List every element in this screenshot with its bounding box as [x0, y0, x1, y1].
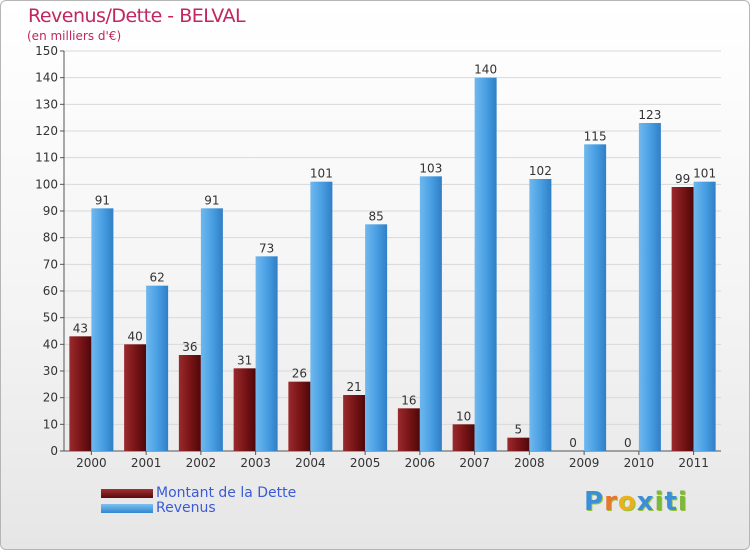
y-tick-label: 50: [43, 311, 58, 325]
data-label-debt: 43: [73, 321, 88, 335]
chart-title: Revenus/Dette - BELVAL: [28, 5, 246, 27]
data-label-revenue: 91: [204, 193, 219, 207]
bar-revenue: [529, 179, 552, 451]
y-tick-label: 0: [50, 444, 58, 458]
bar-debt: [343, 395, 366, 451]
data-label-debt: 21: [346, 380, 361, 394]
logo-letter: i: [654, 487, 665, 517]
data-label-revenue: 102: [529, 164, 552, 178]
legend-swatch-revenue: [101, 504, 153, 513]
y-tick-label: 70: [43, 257, 58, 271]
y-tick-label: 80: [43, 231, 58, 245]
bar-revenue: [310, 181, 333, 451]
legend-swatch-debt: [101, 489, 153, 498]
bar-revenue: [693, 181, 716, 451]
legend-label-debt: Montant de la Dette: [156, 485, 297, 501]
x-tick-label: 2006: [405, 456, 436, 470]
bar-revenue: [255, 256, 278, 451]
logo-letter: P: [584, 487, 605, 517]
data-label-revenue: 140: [474, 63, 497, 77]
y-tick-label: 30: [43, 364, 58, 378]
bar-debt: [288, 381, 311, 451]
y-tick-label: 110: [35, 151, 58, 165]
x-tick-label: 2007: [459, 456, 490, 470]
data-label-debt: 16: [401, 393, 416, 407]
x-tick-label: 2002: [186, 456, 217, 470]
y-tick-label: 40: [43, 337, 58, 351]
data-label-debt: 0: [569, 436, 577, 450]
bar-debt: [233, 368, 256, 451]
chart-subtitle: (en milliers d'€): [27, 29, 122, 43]
bar-revenue: [146, 285, 169, 451]
x-tick-label: 2005: [350, 456, 381, 470]
bar-debt: [124, 344, 147, 451]
x-tick-label: 2003: [240, 456, 271, 470]
data-label-debt: 99: [675, 172, 690, 186]
bar-revenue: [474, 77, 497, 452]
bar-debt: [507, 437, 530, 451]
bar-revenue: [91, 208, 114, 451]
x-tick-label: 2009: [569, 456, 600, 470]
x-tick-label: 2004: [295, 456, 326, 470]
y-tick-label: 10: [43, 417, 58, 431]
legend-label-revenue: Revenus: [156, 500, 216, 516]
data-label-debt: 40: [127, 329, 142, 343]
y-tick-label: 130: [35, 97, 58, 111]
y-tick-label: 150: [35, 44, 58, 58]
bar-debt: [178, 355, 201, 451]
y-tick-label: 90: [43, 204, 58, 218]
bar-debt: [452, 424, 475, 451]
bar-revenue: [365, 224, 388, 451]
logo-letter: x: [636, 487, 655, 517]
logo-letter: r: [604, 487, 618, 517]
x-tick-label: 2001: [131, 456, 162, 470]
data-label-debt: 0: [624, 436, 632, 450]
data-label-revenue: 123: [638, 108, 661, 122]
logo-letter: o: [617, 487, 637, 517]
data-label-revenue: 91: [95, 193, 110, 207]
bar-revenue: [419, 176, 442, 452]
y-tick-label: 140: [35, 71, 58, 85]
x-tick-label: 2000: [76, 456, 107, 470]
logo-letter: i: [677, 487, 688, 517]
data-label-revenue: 85: [368, 209, 383, 223]
bar-debt: [69, 336, 92, 451]
data-label-revenue: 101: [310, 167, 333, 181]
data-label-debt: 10: [456, 409, 471, 423]
logo-letter: t: [664, 487, 678, 517]
bar-revenue: [584, 144, 607, 452]
x-tick-label: 2011: [678, 456, 709, 470]
data-label-debt: 36: [182, 340, 197, 354]
bar-revenue: [638, 123, 661, 451]
y-tick-label: 120: [35, 124, 58, 138]
data-label-revenue: 115: [584, 129, 607, 143]
bar-revenue: [200, 208, 223, 451]
data-label-revenue: 73: [259, 241, 274, 255]
x-tick-label: 2008: [514, 456, 545, 470]
data-label-debt: 31: [237, 353, 252, 367]
x-tick-label: 2010: [624, 456, 655, 470]
data-label-revenue: 103: [419, 161, 442, 175]
proxiti-logo[interactable]: Proxiti: [584, 487, 688, 517]
data-label-debt: 5: [515, 423, 523, 437]
data-label-revenue: 101: [693, 167, 716, 181]
y-tick-label: 20: [43, 391, 58, 405]
bar-debt: [397, 408, 420, 451]
data-label-debt: 26: [292, 367, 307, 381]
bar-debt: [671, 187, 694, 451]
data-label-revenue: 62: [149, 271, 164, 285]
y-tick-label: 60: [43, 284, 58, 298]
y-tick-label: 100: [35, 177, 58, 191]
